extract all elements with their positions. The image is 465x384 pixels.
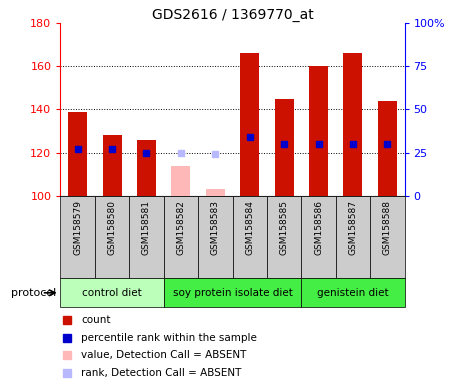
Text: GSM158587: GSM158587: [348, 200, 358, 255]
Text: GSM158580: GSM158580: [107, 200, 117, 255]
Text: GSM158588: GSM158588: [383, 200, 392, 255]
Bar: [60, 278, 164, 307]
Bar: [301, 278, 405, 307]
Text: GSM158584: GSM158584: [245, 200, 254, 255]
Bar: [370, 196, 405, 278]
Bar: [275, 99, 293, 196]
Text: protocol: protocol: [11, 288, 56, 298]
Title: GDS2616 / 1369770_at: GDS2616 / 1369770_at: [152, 8, 313, 22]
Text: count: count: [81, 315, 111, 325]
Text: percentile rank within the sample: percentile rank within the sample: [81, 333, 257, 343]
Text: GSM158582: GSM158582: [176, 200, 186, 255]
Bar: [164, 196, 198, 278]
Bar: [129, 196, 164, 278]
Bar: [137, 140, 156, 196]
Bar: [164, 278, 301, 307]
Bar: [378, 101, 397, 196]
Bar: [68, 112, 87, 196]
Text: GSM158586: GSM158586: [314, 200, 323, 255]
Bar: [198, 196, 232, 278]
Text: rank, Detection Call = ABSENT: rank, Detection Call = ABSENT: [81, 368, 241, 378]
Bar: [206, 189, 225, 196]
Bar: [240, 53, 259, 196]
Text: GSM158581: GSM158581: [142, 200, 151, 255]
Text: control diet: control diet: [82, 288, 142, 298]
Text: genistein diet: genistein diet: [317, 288, 389, 298]
Bar: [301, 196, 336, 278]
Text: soy protein isolate diet: soy protein isolate diet: [173, 288, 292, 298]
Bar: [309, 66, 328, 196]
Text: GSM158585: GSM158585: [279, 200, 289, 255]
Bar: [232, 196, 267, 278]
Bar: [267, 196, 301, 278]
Bar: [336, 196, 370, 278]
Text: GSM158583: GSM158583: [211, 200, 220, 255]
Bar: [60, 196, 95, 278]
Bar: [103, 136, 121, 196]
Bar: [95, 196, 129, 278]
Bar: [344, 53, 362, 196]
Text: GSM158579: GSM158579: [73, 200, 82, 255]
Bar: [172, 166, 190, 196]
Text: value, Detection Call = ABSENT: value, Detection Call = ABSENT: [81, 350, 246, 360]
